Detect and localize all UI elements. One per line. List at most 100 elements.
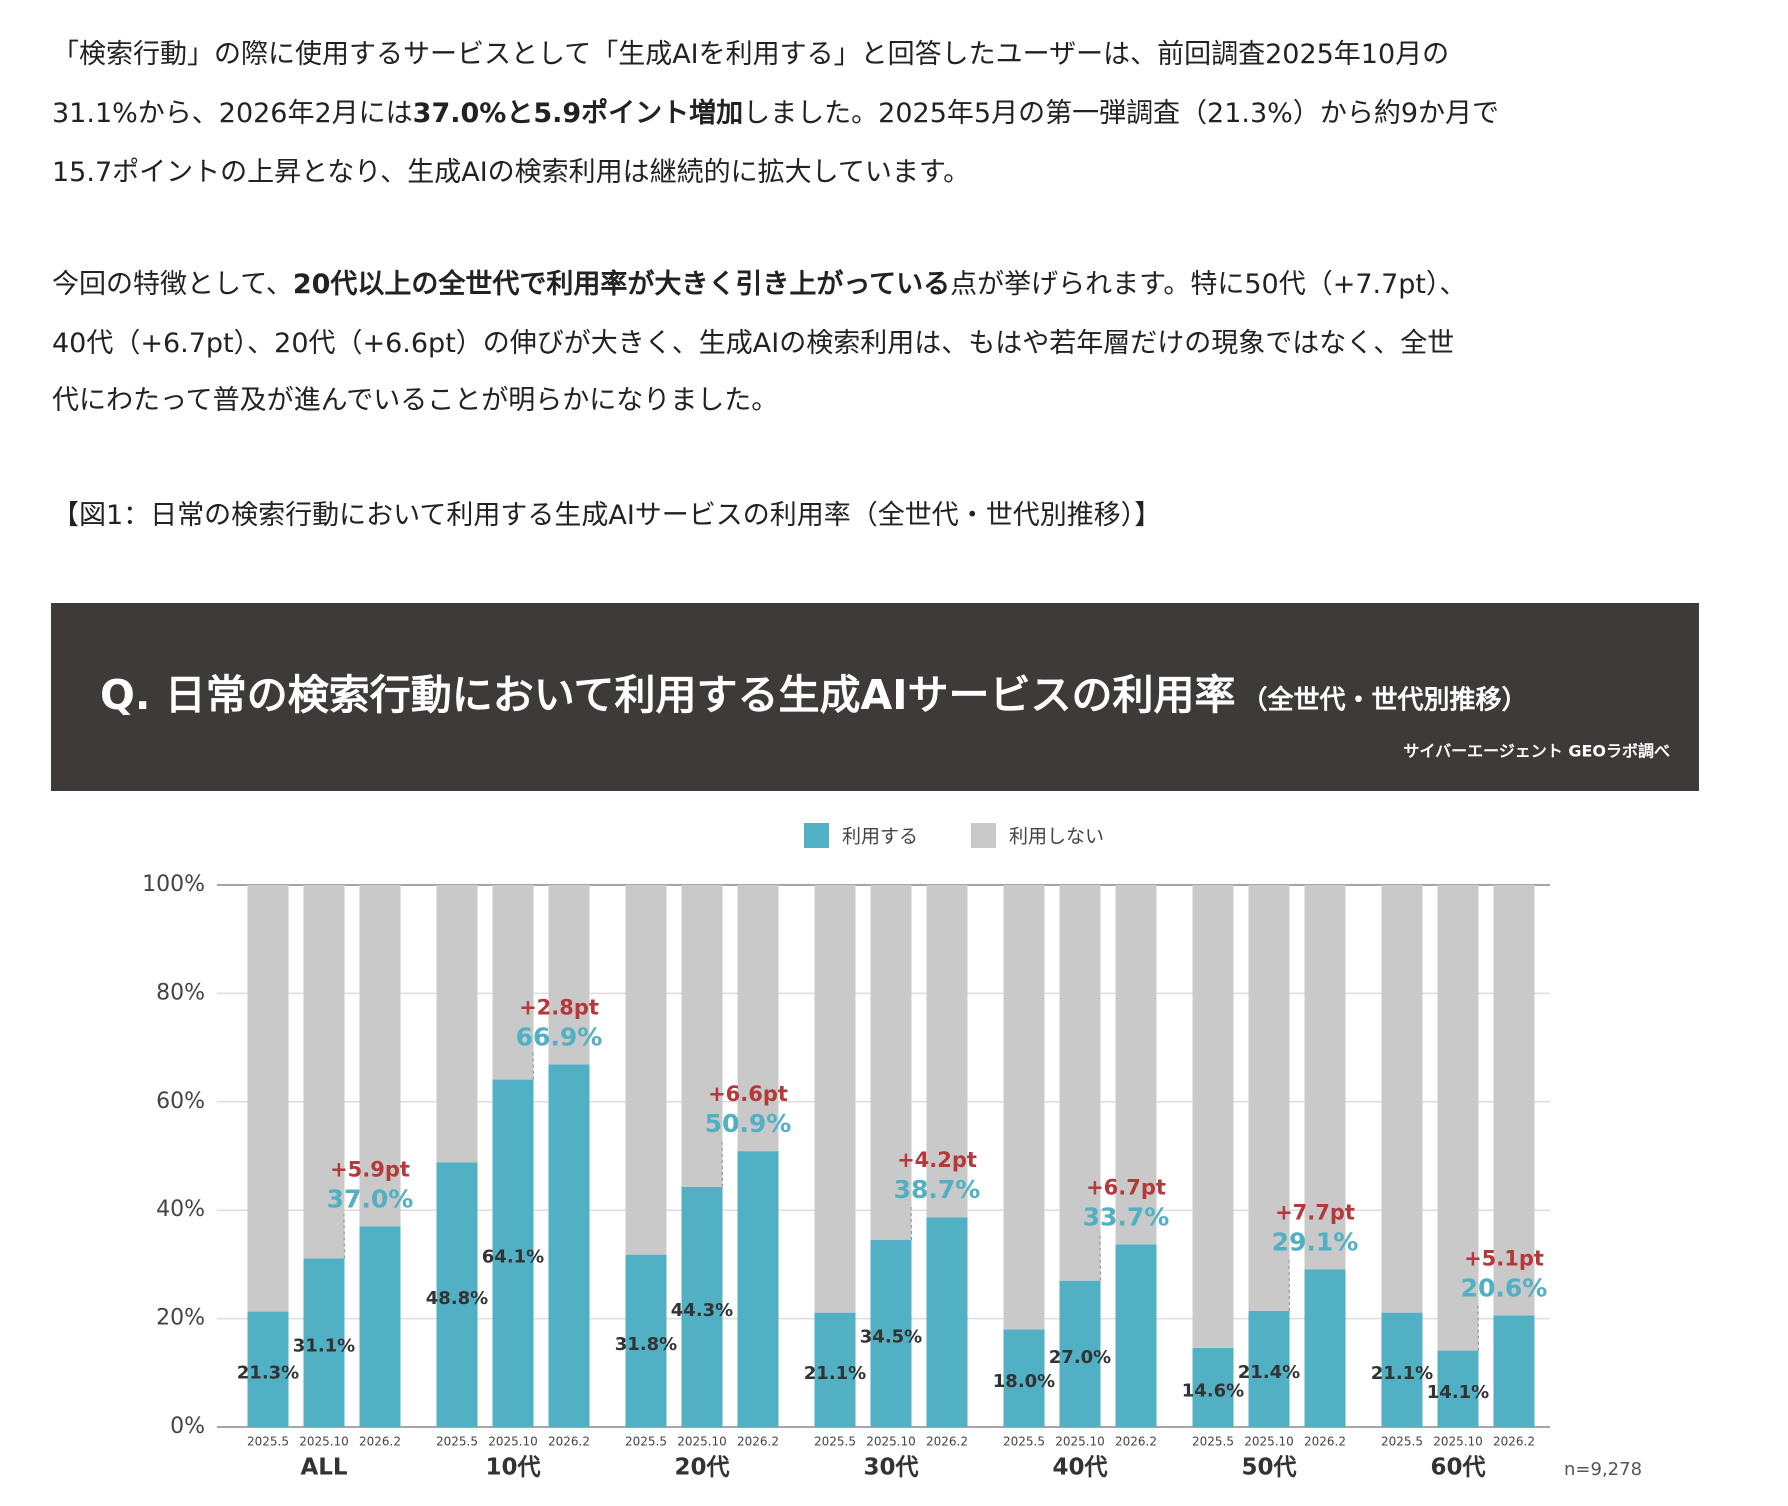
x-tick-label: 2026.2 <box>926 1435 968 1449</box>
bar-segment <box>814 1312 856 1427</box>
value-label: 44.3% <box>671 1300 733 1321</box>
y-tick-label: 100% <box>142 872 205 897</box>
x-tick-label: 2025.5 <box>1003 1435 1045 1449</box>
bar-segment <box>1248 885 1290 1312</box>
bar-segment <box>1192 885 1234 1348</box>
x-tick-label: 2025.5 <box>247 1435 289 1449</box>
value-label: 21.3% <box>237 1362 299 1383</box>
bar-segment <box>1115 1244 1157 1427</box>
text: 「検索行動」の際に使用するサービスとして「生成AIを利用する」と回答したユーザー… <box>52 39 1450 70</box>
text: 31.1%から、2026年2月には <box>52 98 413 129</box>
y-tick-label: 20% <box>156 1306 205 1331</box>
bar-segment <box>870 885 912 1241</box>
bar-segment <box>1304 885 1346 1270</box>
bar-segment <box>814 885 856 1313</box>
value-label: 18.0% <box>993 1371 1055 1392</box>
value-label: 21.1% <box>1371 1363 1433 1384</box>
x-tick-label: 2025.10 <box>1055 1435 1105 1449</box>
text-line: 40代（+6.7pt）、20代（+6.6pt）の伸びが大きく、生成AIの検索利用… <box>52 330 1454 357</box>
x-tick-label: 2025.10 <box>488 1435 538 1449</box>
group-label: 30代 <box>863 1455 918 1481</box>
bar-segment <box>681 1186 723 1427</box>
group-label: 10代 <box>485 1455 540 1481</box>
x-tick-label: 2026.2 <box>1304 1435 1346 1449</box>
x-tick-label: 2025.10 <box>1433 1435 1483 1449</box>
bar-segment <box>625 1254 667 1427</box>
change-annotation: +2.8pt <box>519 995 599 1019</box>
change-annotation: +5.9pt <box>330 1157 410 1181</box>
group-label: 50代 <box>1241 1455 1296 1481</box>
bar-segment <box>1437 1350 1479 1427</box>
bar-segment <box>1381 885 1423 1313</box>
bar-segment <box>548 885 590 1065</box>
bold-text: 20代以上の全世代で利用率が大きく引き上がっている <box>292 269 951 300</box>
highlight-value-label: 38.7% <box>894 1175 981 1204</box>
value-label: 34.5% <box>860 1327 922 1348</box>
text: 今回の特徴として、 <box>52 269 293 300</box>
bar-segment <box>870 1240 912 1427</box>
sample-note: n=9,278 <box>1564 1459 1642 1480</box>
bar-segment <box>359 1226 401 1427</box>
text-line: 31.1%から、2026年2月には37.0%と5.9ポイント増加しました。202… <box>52 100 1499 127</box>
bar-segment <box>1493 885 1535 1316</box>
bar-segment <box>926 885 968 1218</box>
x-tick-label: 2026.2 <box>1493 1435 1535 1449</box>
bar-segment <box>681 885 723 1187</box>
text: 40代（+6.7pt）、20代（+6.6pt）の伸びが大きく、生成AIの検索利用… <box>52 328 1455 359</box>
x-tick-label: 2025.10 <box>677 1435 727 1449</box>
bar-segment <box>492 885 534 1080</box>
legend-swatch <box>804 823 829 848</box>
bar-segment <box>1192 1347 1234 1427</box>
bar-segment <box>737 1151 779 1427</box>
bar-segment <box>1304 1269 1346 1427</box>
bar-segment <box>1003 885 1045 1330</box>
text: 点が挙げられます。特に50代（+7.7pt）、 <box>950 269 1467 300</box>
bar-segment <box>303 885 345 1259</box>
bar-segment <box>1003 1329 1045 1427</box>
y-tick-label: 0% <box>170 1414 205 1439</box>
value-label: 31.1% <box>293 1336 355 1357</box>
text: 代にわたって普及が進んでいることが明らかになりました。 <box>52 385 779 416</box>
y-tick-label: 80% <box>156 980 205 1005</box>
x-tick-label: 2026.2 <box>548 1435 590 1449</box>
bar-segment <box>1059 1280 1101 1427</box>
bar-segment <box>247 885 289 1312</box>
value-label: 27.0% <box>1049 1347 1111 1368</box>
legend-swatch <box>971 823 996 848</box>
value-label: 48.8% <box>426 1288 488 1309</box>
value-label: 21.4% <box>1238 1362 1300 1383</box>
chart-source: サイバーエージェント GEOラボ調べ <box>1403 742 1670 761</box>
bar-segment <box>1059 885 1101 1281</box>
value-label: 14.1% <box>1427 1382 1489 1403</box>
bar-segment <box>1248 1311 1290 1427</box>
x-tick-label: 2025.5 <box>1381 1435 1423 1449</box>
change-annotation: +7.7pt <box>1275 1200 1355 1224</box>
highlight-value-label: 50.9% <box>705 1109 792 1138</box>
x-tick-label: 2025.5 <box>625 1435 667 1449</box>
text: 15.7ポイントの上昇となり、生成AIの検索利用は継続的に拡大しています。 <box>52 157 971 188</box>
text-line: 代にわたって普及が進んでいることが明らかになりました。 <box>52 387 778 414</box>
chart-subtitle: （全世代・世代別推移） <box>1241 685 1527 716</box>
x-tick-label: 2025.10 <box>299 1435 349 1449</box>
bold-text: 37.0%と5.9ポイント増加 <box>412 98 744 129</box>
bar-segment <box>548 1064 590 1427</box>
bar-segment <box>359 885 401 1227</box>
group-label: 60代 <box>1430 1455 1485 1481</box>
x-tick-label: 2025.10 <box>866 1435 916 1449</box>
connector <box>343 1214 346 1259</box>
x-tick-label: 2025.5 <box>1192 1435 1234 1449</box>
highlight-value-label: 66.9% <box>516 1022 603 1051</box>
bar-segment <box>1381 1312 1423 1427</box>
highlight-value-label: 37.0% <box>327 1184 414 1213</box>
group-label: 40代 <box>1052 1455 1107 1481</box>
connector <box>1477 1303 1480 1351</box>
text-line: 今回の特徴として、20代以上の全世代で利用率が大きく引き上がっている点が挙げられ… <box>52 271 1467 298</box>
x-tick-label: 2025.10 <box>1244 1435 1294 1449</box>
value-label: 31.8% <box>615 1334 677 1355</box>
change-annotation: +6.7pt <box>1086 1175 1166 1199</box>
x-tick-label: 2026.2 <box>1115 1435 1157 1449</box>
connector <box>532 1052 535 1080</box>
bar-segment <box>1437 885 1479 1351</box>
change-annotation: +4.2pt <box>897 1148 977 1172</box>
